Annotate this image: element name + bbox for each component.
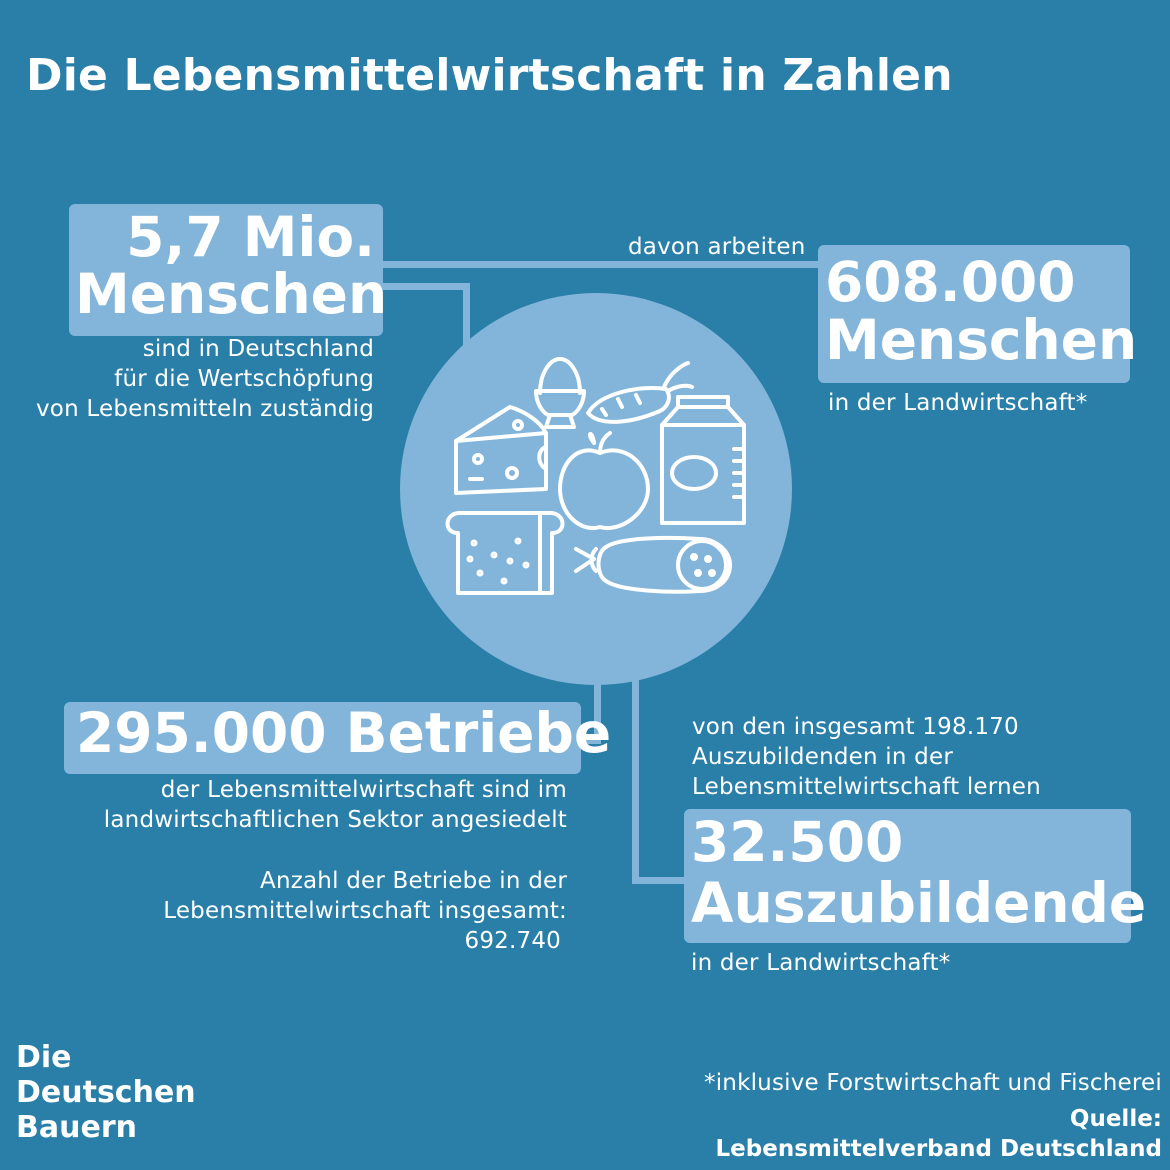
bread-icon: [445, 511, 565, 595]
carrot-icon: [586, 361, 694, 424]
food-circle: [400, 293, 792, 685]
page-title: Die Lebensmittelwirtschaft in Zahlen: [26, 50, 953, 101]
stat-caption-trainees: in der Landwirtschaft*: [691, 950, 951, 976]
trainees-intro: von den insgesamt 198.170 Auszubildenden…: [692, 714, 1041, 800]
source: Quelle: Lebensmittelverband Deutschland: [600, 1104, 1162, 1164]
businesses-total: Anzahl der Betriebe in der Lebensmittelw…: [163, 868, 567, 954]
stat-unit: Menschen: [825, 308, 1138, 372]
cheese-icon: [454, 405, 548, 495]
connector-line: [380, 261, 820, 268]
connector-label: davon arbeiten: [628, 234, 806, 260]
connector-line: [632, 877, 692, 884]
stat-box-trainees: 32.500 Auszubildende: [684, 809, 1147, 943]
stat-caption-people: sind in Deutschland für die Wertschöpfun…: [35, 336, 374, 422]
footnote: *inklusive Forstwirtschaft und Fischerei: [704, 1070, 1162, 1096]
connector-line: [594, 670, 601, 744]
stat-box-businesses: 295.000 Betriebe: [64, 701, 612, 774]
connector-line: [463, 283, 470, 353]
stat-box-people: 5,7 Mio. Menschen: [69, 204, 388, 336]
stat-unit: Menschen: [75, 262, 388, 326]
stat-value: 608.000: [825, 250, 1076, 314]
stat-value: 32.500: [691, 810, 904, 874]
logo: Die Deutschen Bauern: [16, 1040, 196, 1145]
stat-value: 5,7 Mio.: [126, 205, 375, 269]
sausage-icon: [574, 535, 732, 594]
egg-icon: [534, 357, 586, 429]
stat-unit: Auszubildende: [691, 871, 1147, 935]
milk-carton-icon: [660, 395, 746, 525]
stat-caption-businesses: der Lebensmittelwirtschaft sind im landw…: [103, 777, 567, 833]
stat-caption-agri-people: in der Landwirtschaft*: [828, 390, 1088, 416]
source-name: Lebensmittelverband Deutschland: [715, 1136, 1162, 1162]
source-label: Quelle:: [1069, 1106, 1162, 1132]
apple-icon: [558, 431, 650, 531]
stat-box-agri-people: 608.000 Menschen: [818, 245, 1138, 383]
connector-line: [632, 670, 639, 884]
stat-value: 295.000 Betriebe: [76, 701, 612, 765]
connector-line: [380, 283, 470, 290]
